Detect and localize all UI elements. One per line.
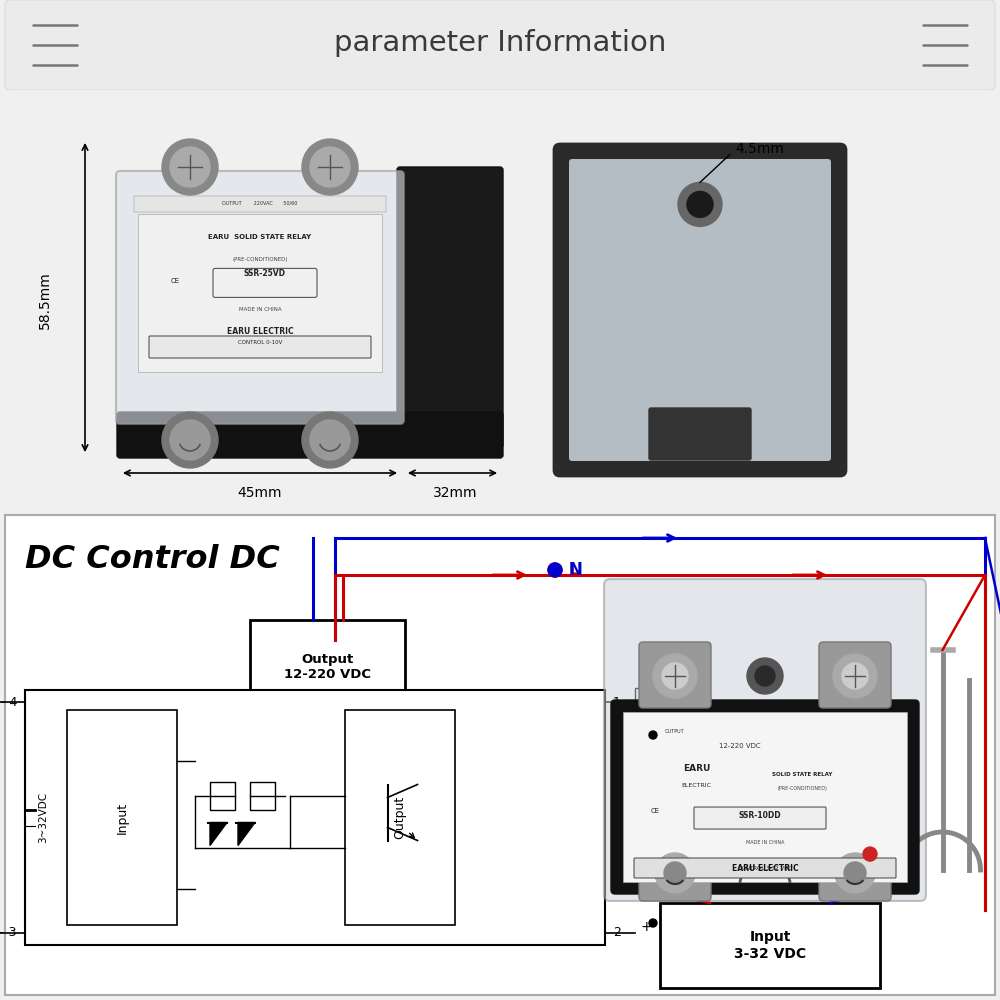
Text: Input
3-32 VDC: Input 3-32 VDC [734,930,806,961]
Circle shape [747,658,783,694]
Text: -: - [640,790,645,804]
FancyBboxPatch shape [25,690,605,945]
Text: EARU ELECTRIC: EARU ELECTRIC [227,327,293,336]
FancyBboxPatch shape [649,408,751,460]
FancyBboxPatch shape [117,412,503,458]
Circle shape [653,654,697,698]
FancyBboxPatch shape [569,159,831,461]
Text: L: L [568,561,579,579]
Text: 3~32VDC: 3~32VDC [38,792,48,843]
Circle shape [649,919,657,927]
Text: SSR-25VD: SSR-25VD [244,268,286,277]
FancyBboxPatch shape [694,807,826,829]
Circle shape [170,147,210,187]
Circle shape [162,412,218,468]
Circle shape [310,420,350,460]
FancyBboxPatch shape [819,838,891,901]
Circle shape [649,731,657,739]
Text: Load: Load [656,698,683,708]
Text: (PRE-CONDITIONED): (PRE-CONDITIONED) [777,786,827,791]
Text: EARU  SOLID STATE RELAY: EARU SOLID STATE RELAY [208,234,312,240]
Circle shape [844,862,866,884]
Circle shape [548,563,562,577]
Text: MADE IN CHINA: MADE IN CHINA [746,840,784,845]
FancyBboxPatch shape [639,838,711,901]
FancyBboxPatch shape [554,144,846,476]
Circle shape [655,853,695,893]
Text: + 3: + 3 [0,926,17,940]
FancyBboxPatch shape [5,515,995,995]
Text: ELECTRIC: ELECTRIC [682,783,712,788]
Text: 12-220VDC: 12-220VDC [620,820,683,830]
Text: CONTROL 0-10V: CONTROL 0-10V [238,340,282,346]
FancyBboxPatch shape [213,268,317,297]
Text: EARU ELECTRIC: EARU ELECTRIC [732,864,798,873]
FancyBboxPatch shape [819,642,891,708]
Circle shape [662,663,688,689]
Text: 2: 2 [613,926,621,940]
FancyBboxPatch shape [623,712,907,882]
Text: OUTPUT        220VAC       50/60: OUTPUT 220VAC 50/60 [222,200,298,206]
FancyBboxPatch shape [210,782,235,810]
Circle shape [310,147,350,187]
FancyBboxPatch shape [116,171,404,424]
FancyBboxPatch shape [67,710,177,925]
Text: MADE IN CHINA: MADE IN CHINA [239,307,281,312]
FancyBboxPatch shape [634,858,896,878]
Circle shape [664,862,686,884]
Circle shape [170,420,210,460]
FancyBboxPatch shape [149,336,371,358]
Text: (PRE-CONDITIONED): (PRE-CONDITIONED) [232,257,288,262]
Circle shape [302,139,358,195]
Circle shape [678,182,722,226]
Text: Output: Output [394,796,406,839]
Circle shape [687,191,713,217]
FancyBboxPatch shape [660,903,880,988]
Text: Input: Input [116,801,128,834]
Text: SOLID STATE RELAY: SOLID STATE RELAY [772,772,832,777]
Text: 1: 1 [613,696,621,709]
FancyBboxPatch shape [250,620,405,715]
Text: 58.5mm: 58.5mm [38,271,52,329]
Circle shape [302,412,358,468]
FancyBboxPatch shape [639,642,711,708]
Text: SSR-10DD: SSR-10DD [739,811,781,820]
FancyBboxPatch shape [345,710,455,925]
Text: Output
12-220 VDC: Output 12-220 VDC [284,654,371,682]
Circle shape [833,654,877,698]
FancyBboxPatch shape [5,0,995,90]
FancyBboxPatch shape [397,167,503,448]
Polygon shape [238,822,255,846]
Text: CONTROL 3-32 VDC: CONTROL 3-32 VDC [738,865,792,870]
FancyBboxPatch shape [635,688,704,717]
Polygon shape [210,822,227,846]
Text: N: N [568,561,582,579]
FancyBboxPatch shape [611,700,919,894]
Text: OUTPUT: OUTPUT [665,729,685,734]
Text: - 4: - 4 [1,696,17,709]
FancyBboxPatch shape [134,196,386,212]
Circle shape [842,663,868,689]
Circle shape [755,666,775,686]
Circle shape [162,139,218,195]
Text: 4.5mm: 4.5mm [735,142,784,156]
Text: 45mm: 45mm [238,486,282,500]
Text: CE: CE [170,278,180,284]
Circle shape [835,853,875,893]
FancyBboxPatch shape [604,579,926,901]
Circle shape [548,563,562,577]
Text: DC Control DC: DC Control DC [25,544,280,576]
Text: 32mm: 32mm [433,486,477,500]
FancyBboxPatch shape [138,214,382,372]
Text: CE: CE [650,808,660,814]
Text: +: + [640,920,652,934]
Text: 12-220 VDC: 12-220 VDC [719,743,761,749]
Text: parameter Information: parameter Information [334,29,666,57]
Circle shape [863,847,877,861]
FancyBboxPatch shape [250,782,275,810]
Text: EARU: EARU [683,764,710,773]
